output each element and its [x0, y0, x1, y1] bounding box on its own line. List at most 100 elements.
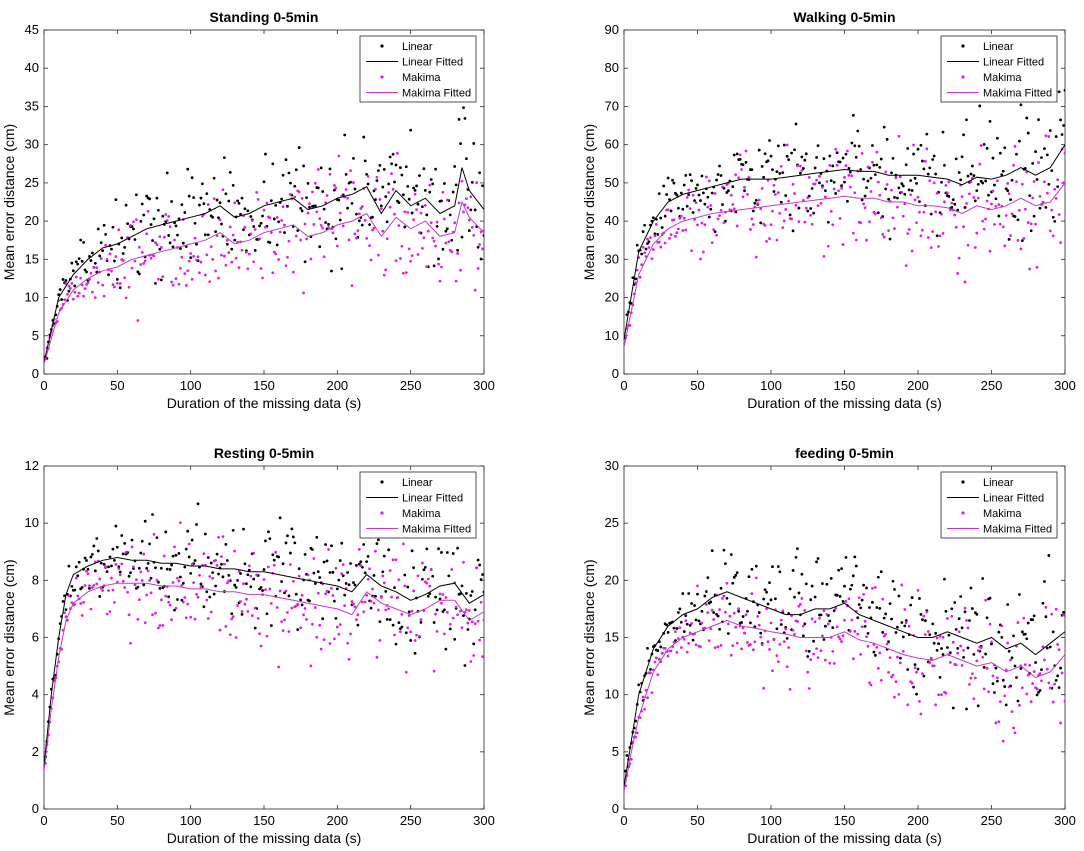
linear-point: [214, 230, 218, 234]
makima-point: [775, 238, 779, 242]
makima-point: [416, 574, 420, 578]
makima-point: [224, 263, 228, 267]
linear-point: [308, 205, 311, 209]
makima-point: [840, 640, 843, 643]
linear-point: [293, 184, 297, 188]
makima-point: [724, 610, 727, 614]
makima-point: [937, 245, 940, 248]
makima-point: [440, 601, 443, 605]
linear-point: [394, 163, 398, 167]
makima-point: [826, 244, 830, 248]
makima-point: [941, 231, 945, 235]
makima-point: [772, 183, 776, 187]
linear-point: [412, 186, 415, 190]
makima-point: [684, 228, 688, 232]
makima-point: [308, 202, 311, 206]
linear-point: [331, 570, 335, 574]
makima-point: [363, 218, 367, 222]
linear-point: [890, 171, 893, 175]
makima-point: [259, 267, 263, 270]
linear-point: [443, 608, 446, 612]
linear-point: [124, 203, 128, 207]
makima-point: [696, 584, 699, 588]
linear-point: [296, 628, 300, 632]
makima-point: [305, 617, 308, 621]
linear-point: [932, 641, 936, 645]
linear-point: [448, 627, 452, 631]
makima-point: [111, 283, 115, 287]
linear-point: [907, 188, 911, 192]
makima-point: [928, 661, 932, 665]
makima-point: [854, 238, 858, 242]
makima-point: [454, 605, 458, 609]
linear-point: [422, 568, 426, 572]
linear-point: [407, 610, 411, 614]
linear-point: [214, 584, 218, 588]
linear-point: [198, 203, 201, 207]
makima-point: [1022, 616, 1026, 620]
linear-point: [860, 598, 864, 602]
makima-point: [135, 218, 138, 222]
makima-point: [843, 618, 846, 622]
y-tick-label: 10: [25, 515, 39, 530]
linear-point: [1054, 135, 1058, 138]
legend-box: [940, 471, 1058, 539]
makima-point: [349, 169, 352, 173]
linear-point: [67, 289, 71, 293]
makima-point: [133, 259, 137, 263]
linear-point: [800, 572, 804, 576]
linear-point: [1051, 630, 1055, 634]
makima-point: [63, 611, 66, 615]
makima-point: [137, 598, 141, 602]
makima-point: [309, 257, 313, 261]
linear-point: [968, 619, 971, 622]
makima-point: [341, 563, 345, 567]
makima-point: [206, 617, 210, 620]
makima-point: [447, 240, 451, 244]
makima-point: [353, 232, 357, 236]
makima-point: [960, 195, 964, 199]
linear-point: [984, 652, 988, 656]
linear-point: [155, 536, 159, 540]
linear-point: [851, 113, 855, 117]
linear-point: [384, 589, 388, 593]
linear-point: [381, 570, 385, 574]
linear-point: [337, 198, 341, 202]
linear-point: [1003, 685, 1007, 688]
makima-point: [357, 548, 361, 551]
linear-point: [164, 530, 168, 534]
linear-point: [947, 633, 951, 637]
linear-point: [775, 627, 779, 631]
makima-point: [1054, 607, 1058, 611]
linear-point: [1040, 156, 1043, 160]
linear-point: [421, 577, 424, 581]
linear-point: [176, 598, 179, 601]
linear-point: [625, 754, 629, 757]
makima-point: [760, 186, 764, 190]
makima-point: [399, 630, 402, 634]
linear-point: [368, 223, 371, 226]
makima-point: [66, 292, 69, 296]
linear-point: [959, 595, 963, 598]
makima-point: [1053, 682, 1057, 686]
linear-point: [1037, 118, 1040, 122]
linear-point: [665, 193, 669, 196]
legend-label: Makima Fitted: [983, 88, 1052, 100]
linear-point: [835, 593, 839, 597]
makima-point: [1054, 196, 1058, 200]
makima-point: [818, 616, 821, 620]
makima-point: [435, 220, 439, 224]
makima-point: [412, 218, 415, 222]
linear-point: [344, 582, 348, 585]
makima-point: [479, 600, 483, 604]
makima-point: [822, 609, 826, 613]
linear-point: [1048, 129, 1052, 132]
linear-point: [371, 215, 374, 219]
linear-point: [140, 539, 144, 543]
linear-point: [340, 267, 344, 271]
makima-point: [353, 605, 357, 609]
makima-point: [676, 227, 680, 231]
makima-point: [948, 661, 952, 664]
linear-point: [1013, 215, 1017, 218]
makima-point: [750, 592, 754, 596]
